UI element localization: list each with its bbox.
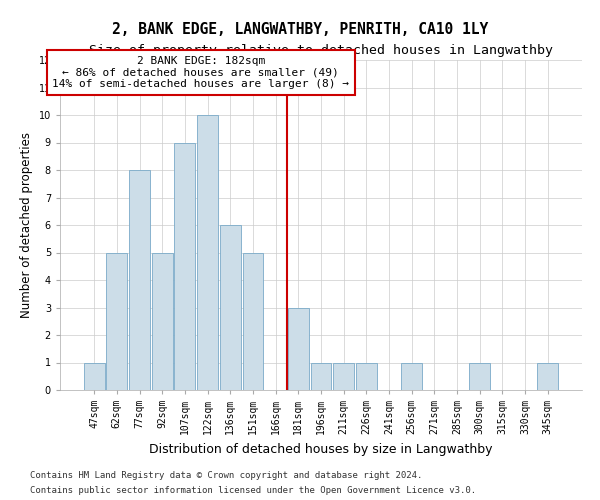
Bar bbox=[288, 308, 309, 390]
Y-axis label: Number of detached properties: Number of detached properties bbox=[20, 132, 33, 318]
Bar bbox=[220, 225, 241, 390]
Bar bbox=[242, 252, 263, 390]
Bar bbox=[152, 252, 173, 390]
Text: 2, BANK EDGE, LANGWATHBY, PENRITH, CA10 1LY: 2, BANK EDGE, LANGWATHBY, PENRITH, CA10 … bbox=[112, 22, 488, 38]
Bar bbox=[197, 115, 218, 390]
Bar bbox=[175, 142, 196, 390]
Bar bbox=[311, 362, 331, 390]
Bar bbox=[538, 362, 558, 390]
Bar bbox=[401, 362, 422, 390]
Bar bbox=[333, 362, 354, 390]
Bar bbox=[106, 252, 127, 390]
Title: Size of property relative to detached houses in Langwathby: Size of property relative to detached ho… bbox=[89, 44, 553, 58]
Bar bbox=[469, 362, 490, 390]
Text: Contains public sector information licensed under the Open Government Licence v3: Contains public sector information licen… bbox=[30, 486, 476, 495]
Text: Contains HM Land Registry data © Crown copyright and database right 2024.: Contains HM Land Registry data © Crown c… bbox=[30, 471, 422, 480]
X-axis label: Distribution of detached houses by size in Langwathby: Distribution of detached houses by size … bbox=[149, 442, 493, 456]
Bar bbox=[129, 170, 150, 390]
Bar bbox=[84, 362, 104, 390]
Bar bbox=[356, 362, 377, 390]
Text: 2 BANK EDGE: 182sqm
← 86% of detached houses are smaller (49)
14% of semi-detach: 2 BANK EDGE: 182sqm ← 86% of detached ho… bbox=[52, 56, 349, 89]
